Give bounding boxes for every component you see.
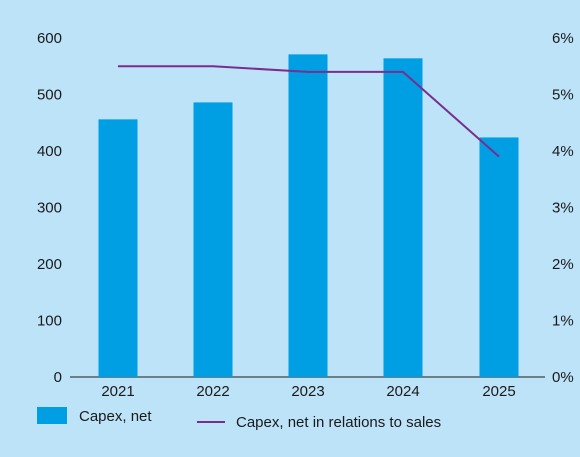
y-left-tick-label: 500	[37, 87, 62, 104]
x-tick-label: 2025	[482, 383, 515, 400]
x-tick-label: 2024	[386, 383, 419, 400]
bar-2023	[288, 54, 328, 377]
x-tick-label: 2022	[196, 383, 229, 400]
y-right-tick-label: 3%	[552, 200, 574, 217]
legend-swatch-capex	[37, 407, 67, 424]
y-left-tick-label: 300	[37, 200, 62, 217]
y-left-tick-label: 100	[37, 313, 62, 330]
x-tick-label: 2023	[291, 383, 324, 400]
bar-2025	[479, 137, 519, 377]
y-left-tick-label: 400	[37, 143, 62, 160]
y-right-tick-label: 6%	[552, 30, 574, 47]
legend-label-capex-ratio: Capex, net in relations to sales	[236, 414, 441, 431]
bar-2021	[98, 119, 138, 378]
x-tick-label: 2021	[101, 383, 134, 400]
y-left-tick-label: 600	[37, 30, 62, 47]
legend-label-capex: Capex, net	[79, 408, 152, 425]
bar-2022	[193, 102, 233, 377]
series-line-capex-ratio	[118, 65, 500, 158]
y-left-tick-label: 200	[37, 256, 62, 273]
y-right-tick-label: 0%	[552, 369, 574, 386]
y-right-tick-label: 1%	[552, 313, 574, 330]
y-right-tick-label: 5%	[552, 87, 574, 104]
bar-2024	[383, 58, 423, 378]
y-right-tick-label: 4%	[552, 143, 574, 160]
y-right-tick-label: 2%	[552, 256, 574, 273]
y-left-tick-label: 0	[54, 369, 62, 386]
